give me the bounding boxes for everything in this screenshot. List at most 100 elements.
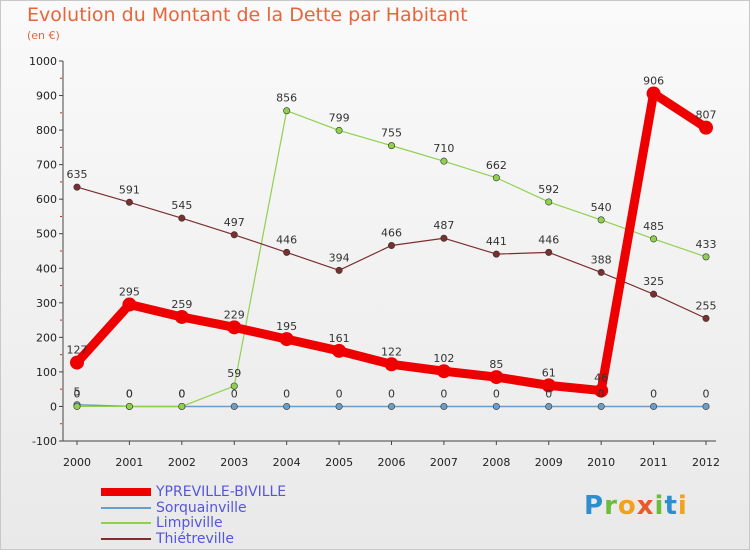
data-label-sorquainville: 0 [703, 387, 710, 400]
data-label-ypreville-biville: 102 [433, 352, 454, 365]
data-label-thi-treville: 325 [643, 275, 664, 288]
data-point-thi-treville [440, 234, 448, 242]
legend-swatch-thietreville [101, 537, 151, 540]
data-point-sorquainville [492, 402, 500, 410]
data-point-sorquainville [283, 402, 291, 410]
data-point-ypreville-biville [541, 378, 556, 393]
data-label-sorquainville: 0 [388, 387, 395, 400]
x-tick-label: 2005 [325, 456, 353, 469]
data-point-ypreville-biville [594, 383, 609, 398]
data-label-limpiville: 433 [696, 238, 717, 251]
data-point-thi-treville [230, 231, 238, 239]
chart-title: Evolution du Montant de la Dette par Hab… [27, 4, 468, 26]
data-point-ypreville-biville [122, 297, 137, 312]
logo-letter: o [617, 491, 637, 521]
data-label-thi-treville: 394 [329, 251, 350, 264]
data-point-thi-treville [702, 314, 710, 322]
data-point-limpiville [387, 142, 395, 150]
data-point-limpiville [125, 402, 133, 410]
logo-letter: i [654, 491, 665, 521]
data-point-thi-treville [335, 266, 343, 274]
legend-label-limpiville: Limpiville [156, 515, 223, 531]
data-point-limpiville [545, 198, 553, 206]
y-tick-label: 600 [36, 193, 57, 206]
x-tick-label: 2000 [63, 456, 91, 469]
data-point-thi-treville [387, 241, 395, 249]
data-point-limpiville [178, 402, 186, 410]
logo-letter: r [604, 491, 618, 521]
y-tick-label: 700 [36, 159, 57, 172]
data-point-sorquainville [230, 402, 238, 410]
data-label-limpiville: 755 [381, 127, 402, 140]
x-tick-label: 2003 [220, 456, 248, 469]
x-tick-label: 2004 [273, 456, 301, 469]
data-label-sorquainville: 0 [545, 387, 552, 400]
data-point-ypreville-biville [332, 343, 347, 358]
data-point-sorquainville [650, 402, 658, 410]
data-label-sorquainville: 0 [336, 387, 343, 400]
data-point-ypreville-biville [489, 370, 504, 385]
data-label-sorquainville: 0 [650, 387, 657, 400]
data-label-limpiville: 0 [126, 387, 133, 400]
y-tick-label: 300 [36, 297, 57, 310]
data-point-limpiville [702, 253, 710, 261]
data-label-ypreville-biville: 259 [171, 298, 192, 311]
x-tick-label: 2001 [115, 456, 143, 469]
y-tick-label: 800 [36, 124, 57, 137]
data-label-thi-treville: 497 [224, 216, 245, 229]
data-label-thi-treville: 466 [381, 226, 402, 239]
data-point-thi-treville [545, 248, 553, 256]
x-tick-label: 2002 [168, 456, 196, 469]
data-point-limpiville [283, 107, 291, 115]
logo-letter: P [584, 491, 605, 521]
data-point-thi-treville [125, 198, 133, 206]
data-point-thi-treville [492, 250, 500, 258]
y-tick-label: 200 [36, 331, 57, 344]
x-tick-label: 2006 [378, 456, 406, 469]
data-label-ypreville-biville: 122 [381, 345, 402, 358]
data-label-sorquainville: 0 [493, 387, 500, 400]
data-label-limpiville: 540 [591, 201, 612, 214]
data-point-limpiville [650, 235, 658, 243]
x-tick-label: 2012 [692, 456, 720, 469]
y-tick-label: 900 [36, 90, 57, 103]
y-tick-label: 1000 [29, 55, 57, 68]
data-label-sorquainville: 0 [231, 387, 238, 400]
data-point-thi-treville [73, 183, 81, 191]
data-label-limpiville: 592 [538, 183, 559, 196]
data-label-limpiville: 485 [643, 220, 664, 233]
data-point-sorquainville [387, 402, 395, 410]
logo-letter: i [677, 491, 688, 521]
data-label-sorquainville: 0 [283, 387, 290, 400]
y-tick-label: 100 [36, 366, 57, 379]
y-tick-label: -100 [32, 435, 57, 448]
data-point-ypreville-biville [384, 357, 399, 372]
data-point-thi-treville [178, 214, 186, 222]
data-label-limpiville: 0 [74, 387, 81, 400]
logo-letter: t [664, 491, 678, 521]
x-tick-label: 2010 [587, 456, 615, 469]
data-label-ypreville-biville: 229 [224, 308, 245, 321]
data-point-ypreville-biville [227, 320, 242, 335]
data-label-thi-treville: 545 [171, 199, 192, 212]
data-point-sorquainville [702, 402, 710, 410]
data-label-sorquainville: 5 [74, 386, 81, 399]
data-label-thi-treville: 255 [696, 299, 717, 312]
data-label-limpiville: 59 [227, 367, 241, 380]
data-point-limpiville [440, 157, 448, 165]
data-label-limpiville: 0 [178, 387, 185, 400]
x-tick-label: 2011 [640, 456, 668, 469]
data-label-sorquainville: 0 [440, 387, 447, 400]
data-label-ypreville-biville: 906 [643, 74, 664, 87]
y-tick-label: 500 [36, 228, 57, 241]
legend-swatch-ypreville [101, 488, 151, 496]
data-label-ypreville-biville: 161 [329, 332, 350, 345]
data-label-ypreville-biville: 46 [594, 372, 608, 385]
data-point-ypreville-biville [279, 332, 294, 347]
legend-label-ypreville: YPREVILLE-BIVILLE [156, 484, 287, 500]
data-label-limpiville: 710 [433, 142, 454, 155]
y-tick-label: 0 [50, 400, 57, 413]
data-point-limpiville [492, 174, 500, 182]
data-point-limpiville [230, 382, 238, 390]
